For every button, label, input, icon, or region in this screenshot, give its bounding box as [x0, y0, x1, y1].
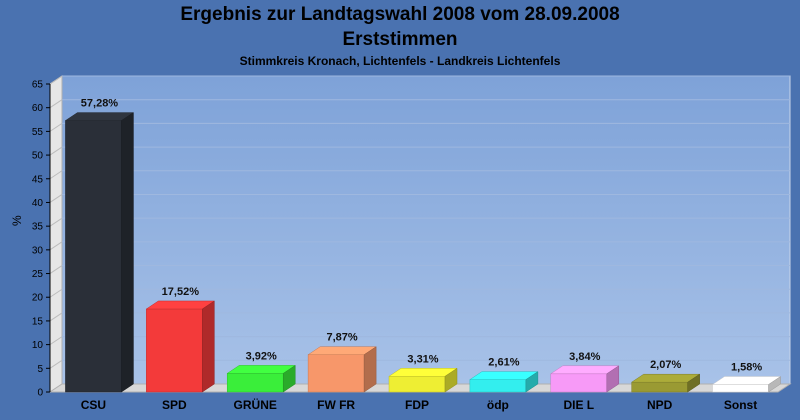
gridline-side [49, 359, 63, 369]
gridline-side [49, 265, 63, 274]
gridline-side [49, 336, 63, 346]
bar-side [768, 376, 781, 393]
bar-value-label: 3,31% [407, 353, 438, 365]
plot-side-wall [49, 75, 63, 393]
y-tick-label: 35 [32, 222, 44, 233]
gridline-side [49, 122, 63, 132]
chart-subtitle: Erststimmen [342, 29, 458, 50]
bar-value-label: 3,92% [246, 350, 277, 362]
y-tick-label: 25 [32, 269, 44, 280]
bar [388, 376, 446, 393]
gridline-side [49, 99, 63, 109]
bar-side [606, 365, 620, 393]
y-tick-label: 40 [32, 198, 44, 209]
bar-value-label: 1,58% [731, 362, 762, 374]
x-tick-label: ödp [487, 398, 509, 412]
x-tick-label: CSU [81, 398, 106, 412]
y-tick-label: 55 [32, 127, 44, 138]
bar [307, 354, 365, 393]
bar-value-label: 3,84% [569, 351, 600, 363]
bar-value-label: 7,87% [327, 332, 358, 344]
gridline-side [49, 75, 63, 85]
y-tick-label: 5 [37, 364, 43, 375]
bar-value-label: 2,07% [650, 359, 681, 371]
x-tick-label: DIE L [563, 398, 594, 412]
x-tick-label: FW FR [317, 398, 355, 412]
bar [469, 379, 527, 393]
y-tick-label: 20 [32, 293, 44, 304]
y-tick-label: 45 [32, 174, 44, 185]
bar-side [687, 373, 700, 393]
y-tick-label: 30 [32, 245, 44, 256]
y-tick-label: 50 [32, 151, 44, 162]
bar [226, 373, 284, 393]
y-tick-label: 65 [32, 80, 44, 91]
bar-side [202, 300, 215, 393]
y-tick-label: 0 [37, 388, 43, 399]
gridline-side [49, 288, 63, 298]
gridline-side [49, 146, 63, 156]
bar-side [363, 346, 377, 393]
chart-subsubtitle: Stimmkreis Kronach, Lichtenfels - Landkr… [239, 54, 561, 68]
bar [65, 120, 122, 393]
x-tick-label: FDP [405, 398, 429, 412]
bar-value-label: 57,28% [81, 98, 119, 110]
y-tick-label: 10 [32, 340, 44, 351]
bar-side [121, 112, 134, 393]
gridline-side [49, 241, 63, 251]
bar [550, 373, 608, 393]
x-tick-label: Sonst [724, 398, 757, 412]
bar-side [525, 371, 539, 393]
gridline-side [49, 217, 63, 227]
bar-value-label: 2,61% [488, 357, 519, 369]
y-tick-label: 60 [32, 103, 44, 114]
gridline-side [49, 170, 63, 180]
bar [712, 384, 769, 393]
x-tick-label: NPD [647, 398, 673, 412]
gridline-side [49, 312, 63, 322]
bar-value-label: 17,52% [162, 286, 200, 298]
bar [631, 381, 688, 393]
chart-title: Ergebnis zur Landtagswahl 2008 vom 28.09… [180, 4, 620, 25]
bar-side [282, 364, 296, 393]
gridline-side [49, 194, 63, 203]
bar-side [444, 367, 458, 393]
x-tick-label: SPD [162, 398, 187, 412]
bar [146, 308, 203, 393]
y-tick-label: 15 [32, 316, 44, 327]
x-tick-label: GRÜNE [234, 397, 277, 412]
